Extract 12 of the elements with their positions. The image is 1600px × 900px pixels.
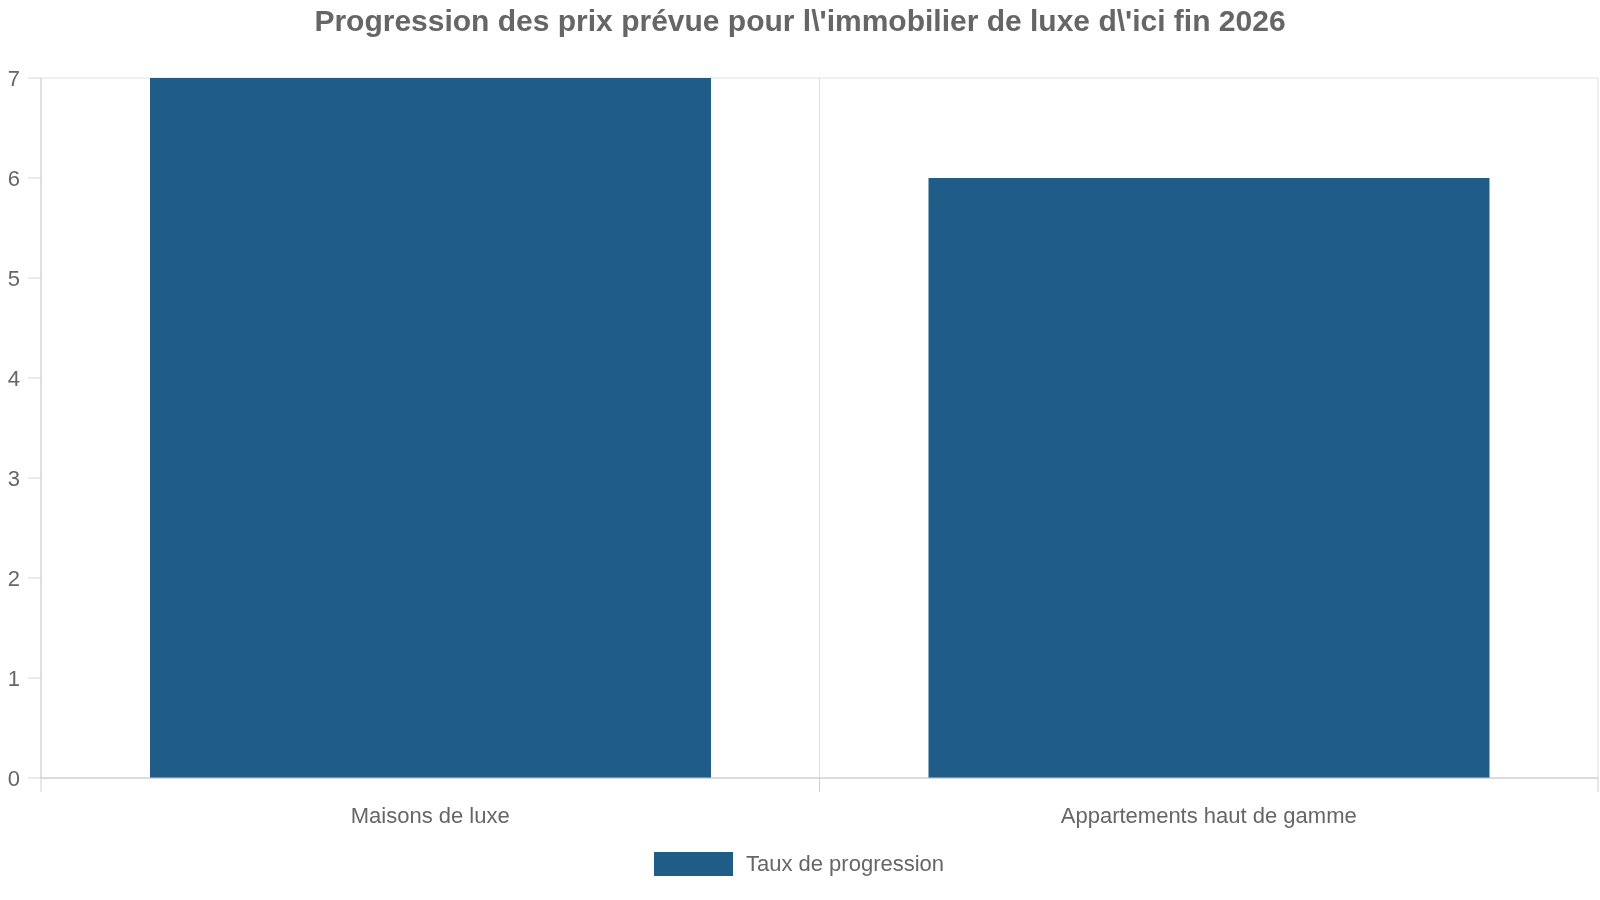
y-tick-label: 3 — [7, 465, 20, 491]
x-tick-label: Appartements haut de gamme — [1060, 802, 1357, 828]
x-tick-label: Maisons de luxe — [350, 802, 510, 828]
y-tick-label: 0 — [7, 765, 20, 791]
chart-title: Progression des prix prévue pour l\'immobilier de luxe d\'ici fin 2026 — [313, 3, 1287, 39]
y-tick-label: 5 — [7, 265, 20, 291]
y-tick-label: 6 — [7, 165, 20, 191]
legend-label: Taux de progression — [745, 851, 945, 877]
y-tick-label: 7 — [7, 65, 20, 91]
y-tick-label: 2 — [7, 565, 20, 591]
y-tick-label: 1 — [7, 665, 20, 691]
y-tick-label: 4 — [7, 365, 20, 391]
